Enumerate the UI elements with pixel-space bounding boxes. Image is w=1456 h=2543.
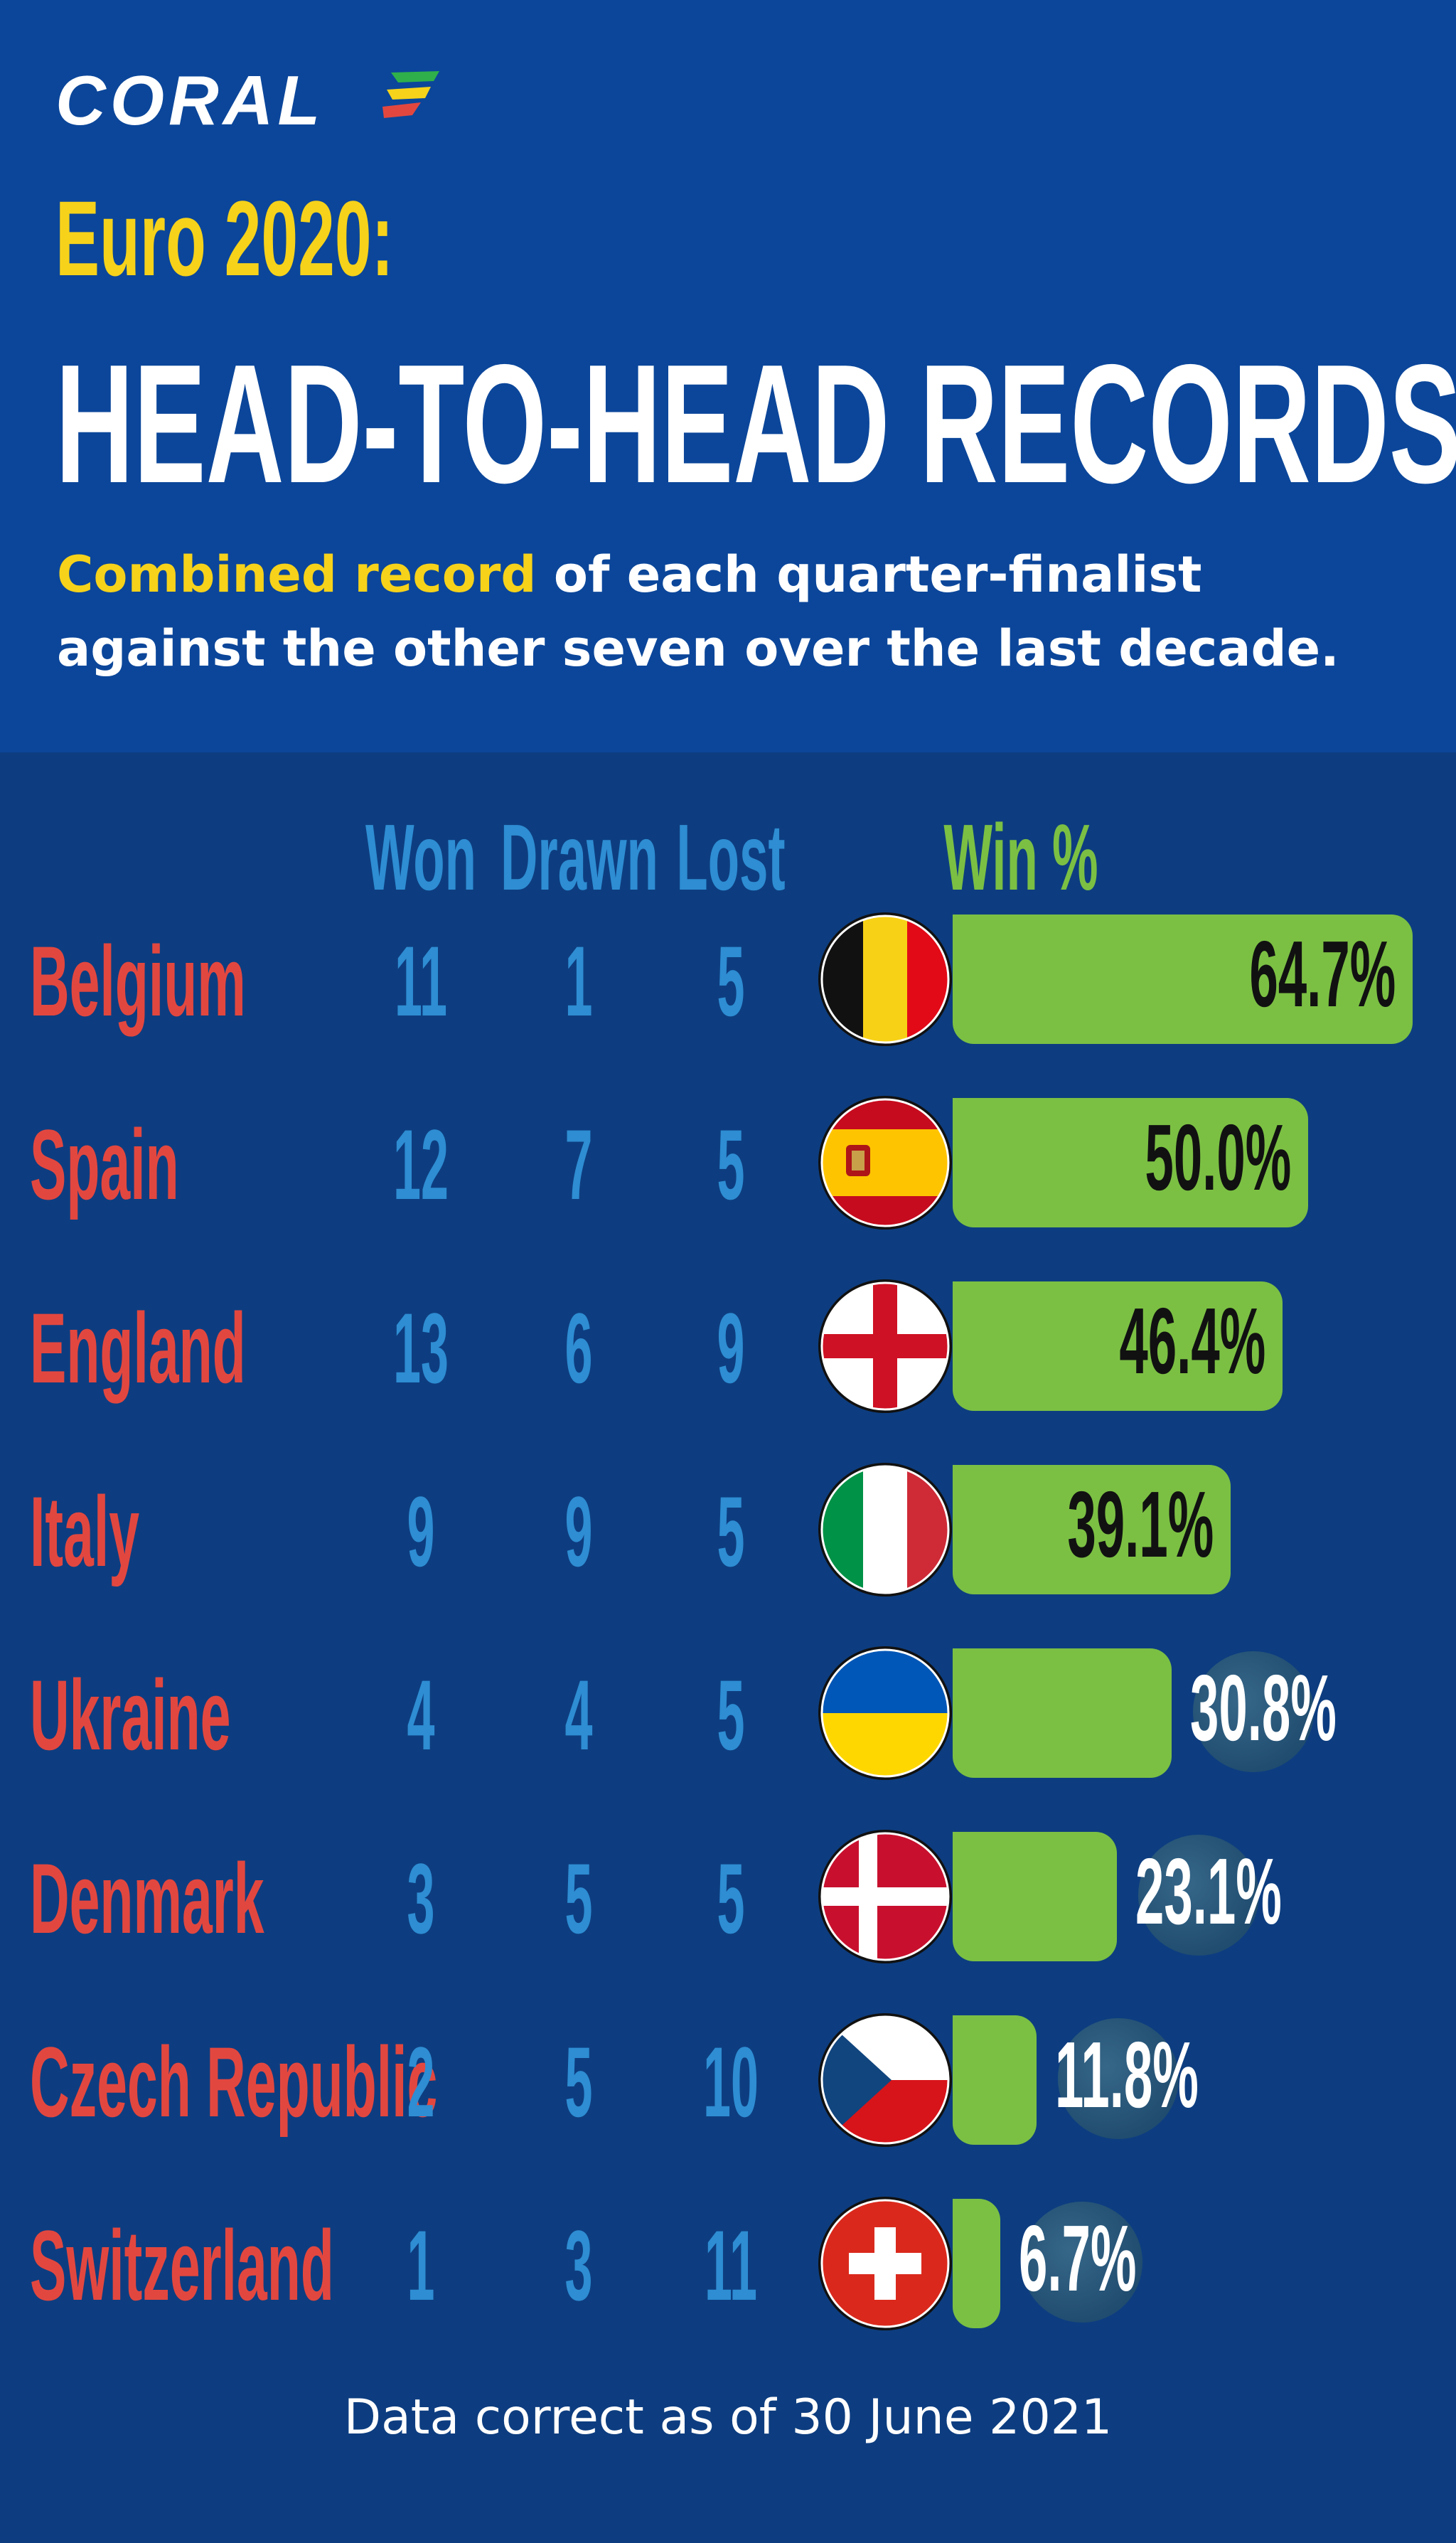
lost-value: 10	[703, 2026, 759, 2138]
lost-value: 5	[717, 1476, 745, 1587]
czech-republic-flag-icon	[818, 2012, 953, 2148]
win-pct-bar	[953, 2015, 1037, 2145]
team-label: Switzerland	[30, 2209, 334, 2321]
lost-value: 5	[717, 1843, 745, 1954]
drawn-value: 4	[564, 1659, 593, 1771]
win-pct-label: 6.7%	[1019, 2206, 1137, 2310]
drawn-value: 5	[564, 2026, 593, 2138]
team-label: Denmark	[30, 1843, 264, 1954]
team-label: Spain	[30, 1109, 179, 1220]
header-panel: CORAL Euro 2020: HEAD-TO-HEAD RECORDS Co…	[0, 0, 1456, 752]
column-header-drawn: Drawn	[500, 805, 658, 910]
switzerland-flag-icon	[818, 2196, 953, 2331]
title-prefix: Euro 2020:	[55, 178, 394, 298]
drawn-value: 3	[564, 2209, 593, 2321]
win-pct-bar	[953, 915, 1413, 1044]
drawn-value: 1	[564, 925, 593, 1037]
subtitle: Combined record of each quarter-finalist…	[57, 538, 1408, 686]
team-label: Czech Republic	[30, 2026, 438, 2138]
win-pct-label: 30.8%	[1190, 1656, 1337, 1760]
win-pct-label: 46.4%	[1119, 1289, 1265, 1393]
football-icon	[1058, 2018, 1179, 2139]
table-row: Switzerland 1 3 11 6.7%	[0, 2196, 1456, 2338]
football-icon	[1138, 1835, 1259, 1956]
belgium-flag-icon	[818, 912, 953, 1047]
win-pct-bar	[953, 1465, 1231, 1594]
coral-logo-mark-icon	[382, 71, 439, 118]
team-label: Ukraine	[30, 1659, 231, 1771]
italy-flag-icon	[818, 1462, 953, 1597]
won-value: 2	[407, 2026, 435, 2138]
column-header-won: Won	[365, 805, 476, 910]
column-header-lost: Lost	[676, 805, 786, 910]
win-pct-label: 50.0%	[1145, 1105, 1291, 1210]
subtitle-highlight: Combined record	[57, 545, 537, 604]
lost-value: 9	[717, 1292, 745, 1404]
win-pct-bar	[953, 2199, 1000, 2328]
column-header-win-pct: Win %	[943, 805, 1098, 910]
table-row: Denmark 3 5 5 23.1%	[0, 1829, 1456, 1971]
football-icon	[1193, 1651, 1314, 1772]
won-value: 13	[393, 1292, 449, 1404]
ukraine-flag-icon	[818, 1646, 953, 1781]
denmark-flag-icon	[818, 1829, 953, 1964]
won-value: 4	[407, 1659, 435, 1771]
lost-value: 5	[717, 1109, 745, 1220]
lost-value: 5	[717, 1659, 745, 1771]
page-title: HEAD-TO-HEAD RECORDS	[55, 330, 1456, 518]
drawn-value: 6	[564, 1292, 593, 1404]
won-value: 11	[395, 925, 447, 1037]
drawn-value: 7	[564, 1109, 593, 1220]
team-label: Italy	[30, 1476, 140, 1587]
table-row: England 13 6 9 46.4%	[0, 1279, 1456, 1421]
table-row: Czech Republic 2 5 10 11.8%	[0, 2012, 1456, 2155]
england-flag-icon	[818, 1279, 953, 1414]
lost-value: 5	[717, 925, 745, 1037]
win-pct-label: 39.1%	[1067, 1472, 1214, 1577]
win-pct-bar	[953, 1098, 1308, 1227]
table-row: Spain 12 7 5 50.0%	[0, 1095, 1456, 1237]
win-pct-label: 64.7%	[1249, 922, 1396, 1026]
drawn-value: 9	[564, 1476, 593, 1587]
won-value: 3	[407, 1843, 435, 1954]
table-row: Ukraine 4 4 5 30.8%	[0, 1646, 1456, 1788]
win-pct-bar	[953, 1281, 1283, 1411]
subtitle-text: of each quarter-finalist against the oth…	[57, 545, 1339, 678]
won-value: 12	[393, 1109, 449, 1220]
spain-flag-icon	[818, 1095, 953, 1230]
won-value: 9	[407, 1476, 435, 1587]
win-pct-label: 23.1%	[1135, 1839, 1282, 1944]
win-pct-bar	[953, 1832, 1117, 1961]
win-pct-bar	[953, 1648, 1172, 1778]
team-label: England	[30, 1292, 246, 1404]
team-label: Belgium	[30, 925, 246, 1037]
won-value: 1	[407, 2209, 435, 2321]
coral-logo: CORAL	[55, 61, 325, 139]
drawn-value: 5	[564, 1843, 593, 1954]
football-icon	[1022, 2202, 1142, 2323]
table-row: Belgium 11 1 5 64.7%	[0, 912, 1456, 1054]
table-row: Italy 9 9 5 39.1%	[0, 1462, 1456, 1604]
win-pct-label: 11.8%	[1055, 2022, 1199, 2127]
lost-value: 11	[705, 2209, 757, 2321]
footnote: Data correct as of 30 June 2021	[343, 2389, 1113, 2446]
